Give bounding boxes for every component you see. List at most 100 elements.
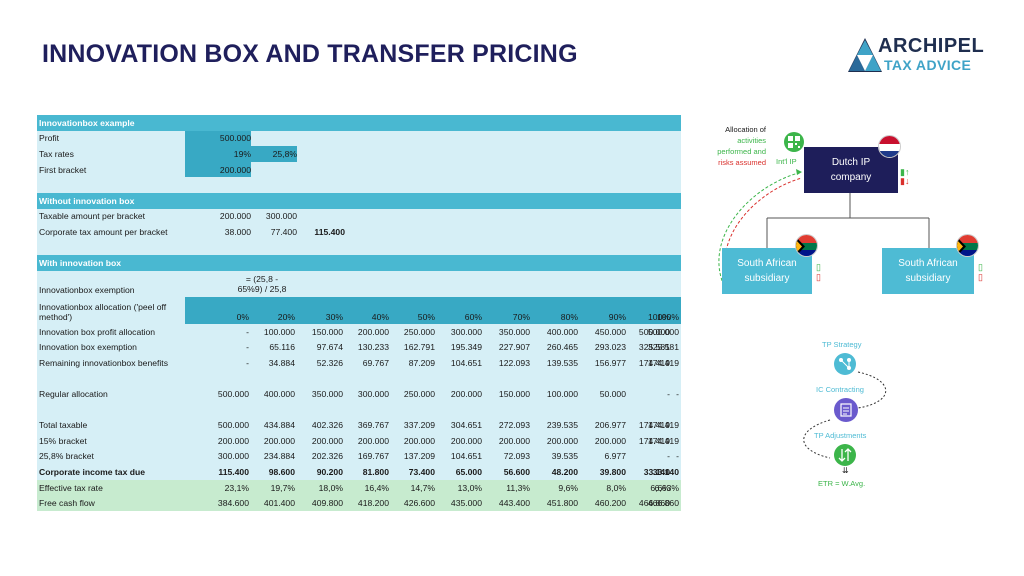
allocation-percentage: 100% — [657, 297, 679, 324]
table-cell: 369.767 — [357, 420, 389, 431]
table-cell: 350.000 — [498, 326, 530, 337]
row-label: Effective tax rate — [39, 482, 103, 493]
table-row-blank — [37, 370, 681, 387]
table-cell: 13,0% — [457, 482, 482, 493]
table-cell: 122.093 — [498, 357, 530, 368]
ip-qr-icon — [784, 132, 804, 152]
table-cell: 34.884 — [268, 357, 295, 368]
dutch-company-line2: company — [830, 172, 872, 183]
table-cell: 6.977 — [604, 451, 626, 462]
table-cell: - — [667, 389, 670, 400]
logo-word-archipel: ARCHIPEL — [878, 35, 985, 57]
table-cell: 435.000 — [450, 498, 482, 509]
allocation-of-text: Allocation of — [725, 125, 766, 134]
row-label: Corporate income tax due — [39, 467, 146, 478]
table-cell: 400.000 — [546, 326, 578, 337]
profit-value: 500.000 — [219, 133, 251, 144]
table-cell: 130.233 — [357, 342, 389, 353]
table-cell: 174.419 — [638, 435, 670, 446]
table-cell: 115.400 — [218, 467, 249, 478]
tp-adjustments-label: TP Adjustments — [814, 431, 867, 440]
table-cell: 6,63% — [654, 482, 679, 493]
table-cell: 300.000 — [217, 451, 249, 462]
diagram-connectors — [718, 169, 930, 459]
table-cell: 16,4% — [364, 482, 389, 493]
table-row: Effective tax rate 23,1% 19,7% 18,0% 16,4% 14… — [37, 479, 681, 496]
table-cell: 500.000 — [638, 326, 670, 337]
allocation-percentage: 30% — [325, 311, 343, 322]
table-cell: 156.977 — [594, 357, 626, 368]
table-cell: 174.419 — [647, 420, 679, 431]
table-cell: 206.977 — [594, 420, 626, 431]
allocation-percentage: 60% — [464, 311, 482, 322]
tp-adjustments-arrows-icon — [834, 444, 856, 466]
table-row-tax-rates: Tax rates 19% 25,8% — [37, 146, 681, 162]
table-row: Innovation box profit allocation - 100.000… — [37, 323, 681, 340]
row-label: Innovation box profit allocation — [39, 326, 156, 337]
table-cell: 451.800 — [546, 498, 578, 509]
table-cell: - — [667, 451, 670, 462]
table-cell: 100.000 — [546, 389, 578, 400]
table-row: Innovation box exemption - 65.116 97.674 130… — [37, 339, 681, 356]
table-cell: 39.535 — [551, 451, 578, 462]
table-cell: 14,7% — [410, 482, 435, 493]
table-cell: 500.000 — [647, 326, 679, 337]
tp-strategy-label: TP Strategy — [822, 340, 862, 349]
table-cell: 65.116 — [269, 342, 295, 353]
sa-sub-line1: South African — [737, 258, 797, 269]
table-cell: 18,0% — [318, 482, 343, 493]
transfer-pricing-diagram: Allocation of activities performed and r… — [700, 110, 1010, 510]
table-cell: 104.651 — [450, 357, 482, 368]
table-cell: 48.200 — [551, 467, 578, 478]
section-header-with: With innovation box — [37, 255, 681, 271]
table-row: Remaining innovationbox benefits - 34.884 5… — [37, 355, 681, 371]
tax-rate-high: 25,8% — [272, 148, 297, 159]
performed-and-text: performed and — [717, 147, 766, 156]
table-row: 15% bracket 200.000 200.000 200.000 200.000 2… — [37, 433, 681, 449]
table-cell: 272.093 — [498, 420, 530, 431]
exemption-formula-line1: = (25,8 - — [245, 273, 279, 284]
table-cell: 200.000 — [498, 435, 530, 446]
table-cell: 200.000 — [546, 435, 578, 446]
innovation-box-table: Innovationbox example Profit 500.000 Tax… — [37, 115, 681, 512]
allocation-percentage: 100% — [648, 311, 670, 322]
table-cell: 300.000 — [357, 389, 389, 400]
table-row: Corporate income tax due 115.400 98.600 90.… — [37, 464, 681, 480]
table-cell: 409.800 — [311, 498, 343, 509]
table-cell: - — [676, 451, 679, 462]
table-cell: 174.419 — [647, 357, 679, 368]
row-label: Corporate tax amount per bracket — [39, 226, 168, 237]
table-cell: 401.400 — [263, 498, 295, 509]
allocation-percentage: 40% — [371, 311, 389, 322]
table-row-corp-tax-bracket: Corporate tax amount per bracket 38.000 … — [37, 224, 681, 240]
table-cell: 304.651 — [450, 420, 482, 431]
table-cell: 150.000 — [311, 326, 343, 337]
row-label: Innovation box exemption — [39, 342, 137, 353]
table-cell: 72.093 — [503, 451, 530, 462]
sa-sub-line2: subsidiary — [744, 273, 790, 284]
table-cell: 69.767 — [362, 357, 389, 368]
first-bracket-value: 200.000 — [219, 164, 251, 175]
table-cell: 460.200 — [594, 498, 626, 509]
table-cell: 150.000 — [498, 389, 530, 400]
table-row: Total taxable 500.000 434.884 402.326 369.76… — [37, 417, 681, 434]
table-cell: 8,0% — [606, 482, 626, 493]
tax-rate-low: 19% — [233, 148, 251, 159]
table-cell: 200.000 — [263, 435, 295, 446]
table-cell: 174.419 — [638, 357, 670, 368]
table-cell: - — [246, 326, 249, 337]
table-cell: 139.535 — [546, 357, 578, 368]
table-cell: 87.209 — [408, 357, 435, 368]
percentage-header-band — [185, 296, 681, 324]
page-title: INNOVATION BOX AND TRANSFER PRICING — [42, 40, 578, 68]
row-label: First bracket — [39, 164, 87, 175]
allocation-percentage: 20% — [277, 311, 295, 322]
allocation-percentage: 90% — [608, 311, 626, 322]
archipel-logo: ARCHIPEL TAX ADVICE — [848, 35, 998, 77]
sa-sub-line1: South African — [898, 258, 958, 269]
table-row-exemption: Innovationbox exemption = (25,8 - 65%9) … — [37, 270, 681, 297]
table-cell: 239.535 — [546, 420, 578, 431]
table-cell: 418.200 — [357, 498, 389, 509]
table-cell: 200.000 — [357, 326, 389, 337]
table-cell: 11,3% — [506, 482, 530, 493]
